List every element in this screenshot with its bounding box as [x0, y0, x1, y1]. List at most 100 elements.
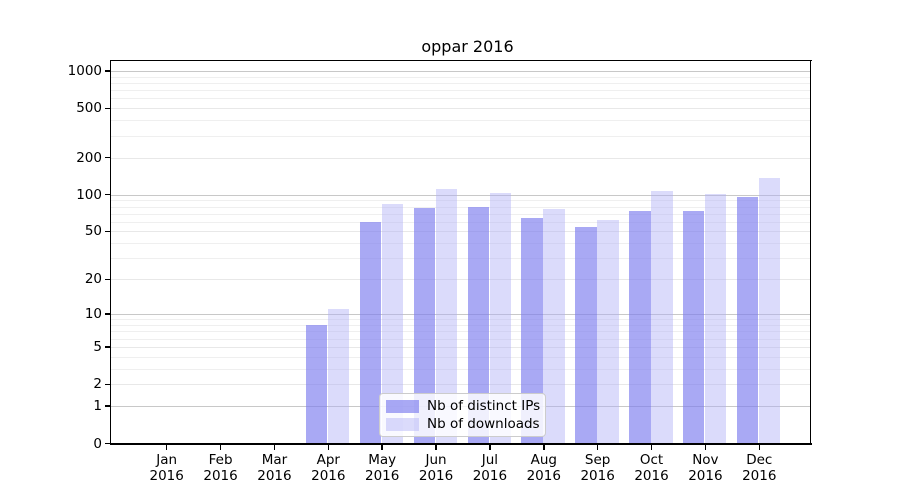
- x-tick: [327, 444, 330, 450]
- gridline: [111, 314, 810, 316]
- gridline: [111, 108, 810, 110]
- y-tick-label: 0: [93, 435, 102, 452]
- x-tick: [596, 444, 599, 450]
- x-tick-label-month: Mar: [261, 452, 288, 468]
- plot-area: [111, 61, 810, 444]
- x-tick: [381, 444, 383, 450]
- y-tick-label: 5: [93, 338, 102, 355]
- x-tick: [435, 444, 437, 450]
- y-tick: [104, 346, 111, 348]
- gridline-minor: [111, 206, 810, 208]
- gridline-minor: [111, 243, 810, 245]
- x-tick-label: Feb 2016: [193, 452, 249, 484]
- x-tick-label-month: Apr: [316, 452, 340, 468]
- y-tick-label: 10: [84, 306, 102, 323]
- x-tick-label-month: Dec: [746, 452, 773, 468]
- y-tick-label: 100: [76, 186, 102, 203]
- x-tick-label-year: 2016: [203, 467, 238, 484]
- x-tick: [165, 444, 168, 450]
- y-tick: [104, 230, 111, 233]
- x-tick: [219, 444, 222, 450]
- x-tick-label-year: 2016: [526, 467, 561, 484]
- bar-downloads: [381, 203, 404, 444]
- x-tick-label: Mar 2016: [246, 452, 302, 484]
- x-tick-label-year: 2016: [149, 467, 184, 484]
- gridline-minor: [111, 200, 810, 202]
- gridline-minor: [111, 319, 810, 321]
- y-tick-label: 1: [93, 398, 102, 415]
- x-tick-label: Aug 2016: [516, 452, 572, 484]
- y-tick: [104, 107, 111, 109]
- x-tick: [758, 444, 761, 450]
- bar-downloads: [651, 191, 673, 444]
- gridline-minor: [111, 82, 810, 84]
- x-tick-label: Oct 2016: [624, 452, 680, 484]
- bar-distinct-ips: [521, 217, 543, 444]
- x-tick: [543, 444, 545, 450]
- legend-label-distinct-ips: Nb of distinct IPs: [427, 398, 541, 414]
- x-tick-label: Jul 2016: [462, 452, 518, 484]
- x-tick-label-year: 2016: [580, 467, 615, 484]
- x-tick-label-month: Jun: [425, 452, 447, 468]
- legend: Nb of distinct IPs Nb of downloads: [379, 393, 546, 437]
- y-tick: [104, 156, 111, 159]
- x-tick-label-month: Jul: [481, 452, 499, 468]
- y-tick: [104, 383, 111, 385]
- x-tick-label-month: Aug: [530, 452, 557, 468]
- bar-distinct-ips: [736, 196, 759, 444]
- y-tick: [104, 405, 111, 407]
- axis-spine-top: [109, 59, 812, 62]
- bar-distinct-ips: [575, 227, 597, 444]
- gridline: [111, 231, 810, 233]
- y-tick: [104, 70, 111, 72]
- y-tick-label: 1000: [67, 62, 102, 79]
- x-tick-label-year: 2016: [418, 467, 454, 484]
- y-tick-label: 2: [93, 376, 102, 393]
- x-tick-label-month: Nov: [692, 452, 719, 468]
- y-tick: [104, 313, 111, 315]
- x-tick-label: Jun 2016: [408, 452, 464, 484]
- x-tick: [489, 444, 491, 450]
- gridline-minor: [111, 98, 810, 100]
- bar-distinct-ips: [359, 221, 382, 444]
- gridline-minor: [111, 213, 810, 215]
- gridline-minor: [111, 331, 810, 333]
- x-tick-label: Sep 2016: [570, 452, 626, 484]
- chart-title: oppar 2016: [421, 37, 514, 56]
- bar-downloads: [758, 177, 781, 444]
- x-tick-label: Nov 2016: [677, 452, 733, 484]
- gridline: [111, 384, 810, 386]
- legend-item-distinct-ips: Nb of distinct IPs: [380, 398, 545, 414]
- gridline: [111, 157, 810, 159]
- gridline-minor: [111, 120, 810, 122]
- legend-swatch-downloads: [386, 417, 419, 431]
- bar-distinct-ips: [413, 207, 436, 444]
- bar-downloads: [543, 209, 565, 444]
- gridline: [111, 346, 810, 348]
- x-tick-label-year: 2016: [311, 467, 346, 484]
- gridline-minor: [111, 135, 810, 137]
- x-tick: [650, 444, 653, 450]
- x-tick-label: Apr 2016: [300, 452, 356, 484]
- legend-swatch-distinct-ips: [386, 399, 419, 413]
- bar-downloads: [328, 309, 350, 444]
- y-tick-label: 500: [76, 100, 102, 117]
- x-tick-label-year: 2016: [688, 467, 723, 484]
- y-tick-label: 20: [84, 271, 102, 288]
- gridline: [111, 70, 810, 73]
- x-tick-label-month: May: [368, 452, 397, 468]
- x-tick-label-year: 2016: [257, 467, 292, 484]
- x-tick-label-year: 2016: [742, 467, 777, 484]
- bar-distinct-ips: [467, 206, 489, 444]
- x-tick-label-month: Oct: [639, 452, 664, 468]
- gridline: [111, 279, 810, 281]
- gridline: [111, 194, 810, 196]
- axis-spine-left: [109, 59, 112, 445]
- x-tick-label-month: Sep: [584, 452, 611, 468]
- bar-downloads: [489, 192, 511, 444]
- y-tick-label: 200: [76, 149, 102, 166]
- x-tick-label-month: Jan: [156, 452, 178, 468]
- gridline-minor: [111, 258, 810, 260]
- gridline-minor: [111, 338, 810, 340]
